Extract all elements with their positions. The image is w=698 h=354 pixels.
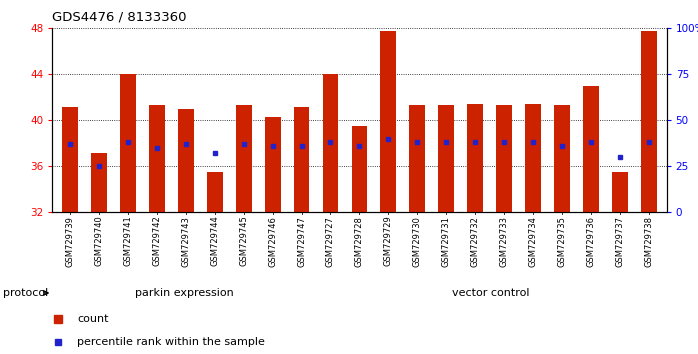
Bar: [178, 109, 193, 212]
Bar: [120, 74, 135, 212]
Text: GSM729735: GSM729735: [558, 216, 567, 267]
Bar: [91, 153, 107, 212]
Bar: [236, 105, 251, 212]
Text: GSM729737: GSM729737: [616, 216, 625, 267]
Bar: [641, 31, 658, 212]
Text: GSM729730: GSM729730: [413, 216, 422, 267]
Text: GSM729733: GSM729733: [500, 216, 509, 267]
Text: protocol: protocol: [3, 288, 48, 298]
Text: GSM729731: GSM729731: [442, 216, 451, 267]
Text: GSM729740: GSM729740: [94, 216, 103, 267]
Text: GSM729732: GSM729732: [471, 216, 480, 267]
Text: GSM729738: GSM729738: [645, 216, 654, 267]
Text: GDS4476 / 8133360: GDS4476 / 8133360: [52, 11, 187, 24]
Bar: [526, 104, 541, 212]
Text: GSM729747: GSM729747: [297, 216, 306, 267]
Bar: [265, 117, 281, 212]
Text: GSM729743: GSM729743: [181, 216, 190, 267]
Bar: [496, 105, 512, 212]
Bar: [207, 172, 223, 212]
Bar: [468, 104, 483, 212]
Bar: [380, 31, 396, 212]
Text: percentile rank within the sample: percentile rank within the sample: [77, 337, 265, 348]
Bar: [61, 107, 77, 212]
Text: GSM729745: GSM729745: [239, 216, 248, 267]
Bar: [352, 126, 367, 212]
Bar: [584, 86, 599, 212]
Text: GSM729742: GSM729742: [152, 216, 161, 267]
Bar: [438, 105, 454, 212]
Text: count: count: [77, 314, 108, 325]
Text: GSM729739: GSM729739: [65, 216, 74, 267]
Text: GSM729741: GSM729741: [123, 216, 132, 267]
Text: GSM729734: GSM729734: [529, 216, 538, 267]
Text: GSM729727: GSM729727: [326, 216, 335, 267]
Text: GSM729729: GSM729729: [384, 216, 393, 267]
Bar: [612, 172, 628, 212]
Text: GSM729728: GSM729728: [355, 216, 364, 267]
Text: GSM729744: GSM729744: [210, 216, 219, 267]
Text: vector control: vector control: [452, 288, 530, 298]
Text: parkin expression: parkin expression: [135, 288, 233, 298]
Bar: [322, 74, 339, 212]
Text: GSM729746: GSM729746: [268, 216, 277, 267]
Bar: [410, 105, 425, 212]
Bar: [554, 105, 570, 212]
Bar: [294, 107, 309, 212]
Text: GSM729736: GSM729736: [587, 216, 596, 267]
Bar: [149, 105, 165, 212]
